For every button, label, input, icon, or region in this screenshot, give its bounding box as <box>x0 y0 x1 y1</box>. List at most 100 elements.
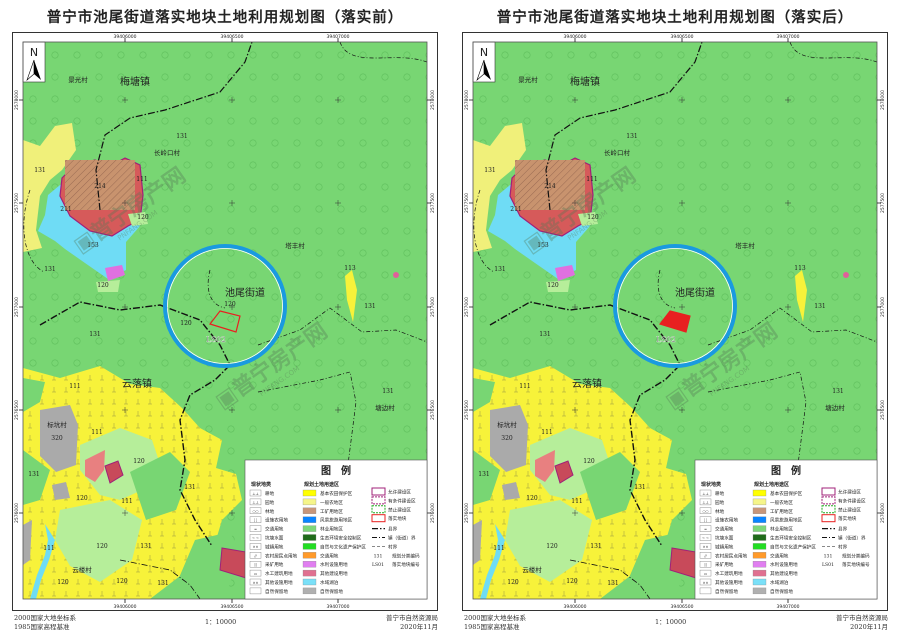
north-arrow-icon <box>34 60 41 80</box>
legend-label: 采矿用地 <box>265 561 284 568</box>
legend-label: 水利设施用地 <box>320 561 348 568</box>
legend-swatch <box>752 578 767 586</box>
x-tick-label-bottom: 39407000 <box>327 604 350 610</box>
map-label: 131 <box>539 331 550 338</box>
forest-area <box>473 450 500 505</box>
implemented-plot-LS02[interactable] <box>208 310 241 333</box>
legend-label: 交通用地 <box>770 552 789 559</box>
legend-label: 禁止建设区 <box>388 506 411 513</box>
map-label: 标坑村 <box>47 420 67 429</box>
legend-label: 村界 <box>838 543 848 550</box>
map-label: 320 <box>51 435 63 442</box>
grid-cross <box>572 510 578 516</box>
legend-label: 水利设施用地 <box>770 561 798 568</box>
natural-reserve-area <box>490 405 528 472</box>
grid-cross <box>122 200 128 206</box>
legend-symbol: ×× <box>253 581 259 585</box>
legend-symbol: ⊥⊥ <box>702 501 709 505</box>
legend-swatch <box>699 489 712 497</box>
y-tick-label-left: 2576500 <box>14 400 20 420</box>
y-tick-label-right: 2578000 <box>880 90 886 110</box>
legend-symbol: ═ <box>703 527 707 531</box>
legend-label: 水工建筑用地 <box>265 570 293 577</box>
legend-label: 交通用地 <box>265 526 284 533</box>
x-tick-label-top: 39406500 <box>671 34 694 40</box>
map-label: 120 <box>137 214 149 221</box>
map-label: 111 <box>493 545 504 552</box>
grid-cross <box>679 304 685 310</box>
implemented-plot-LS02[interactable] <box>658 310 691 333</box>
legend-zone-swatch <box>371 514 386 523</box>
village-boundary <box>339 42 427 63</box>
map-label: 113 <box>794 265 806 272</box>
y-tick-label-left: 2577000 <box>464 297 470 317</box>
map-label: 云落镇 <box>122 377 152 390</box>
map-label: 120 <box>76 495 88 502</box>
legend-swatch <box>302 489 317 497</box>
legend-symbol: ~ ~ <box>702 536 709 540</box>
map-label: 景光村 <box>518 75 538 84</box>
legend-label: 其他建设用地 <box>320 570 348 577</box>
legend-zone-swatch <box>371 496 386 505</box>
light-green-area <box>55 500 142 582</box>
legend-label: 生态环境安全控制区 <box>770 535 812 542</box>
legend-label: 基本农田保护区 <box>770 490 803 497</box>
legend-symbol: || <box>704 563 706 567</box>
legend-label: 工矿用地区 <box>320 508 343 515</box>
legend-swatch <box>699 569 712 577</box>
legend-label: 耕地 <box>715 490 725 497</box>
legend-symbol: ┆┆ <box>703 518 707 523</box>
grid-cross <box>572 200 578 206</box>
legend-label: 其他建设用地 <box>770 570 798 577</box>
general-farm-area <box>473 123 526 252</box>
legend-label: 县界 <box>388 527 398 533</box>
y-tick-label-right: 2577000 <box>430 297 436 317</box>
x-tick-label-top: 39406000 <box>114 34 137 40</box>
legend-swatch <box>302 543 317 550</box>
legend-swatch <box>302 587 317 595</box>
legend-label: 设施农用地 <box>265 517 288 524</box>
map-label: 120 <box>57 579 69 586</box>
grid-cross <box>679 97 685 103</box>
y-tick-label-left: 2577500 <box>464 193 470 213</box>
legend-swatch <box>752 569 767 577</box>
legend-label: 风景旅游用地区 <box>320 517 353 524</box>
map-label: 120 <box>547 282 559 289</box>
rural-settlement-area <box>85 450 105 482</box>
scale-before: 1：10000 <box>205 618 237 626</box>
map-label: 标坑村 <box>497 420 517 429</box>
legend-symbol: ○○ <box>702 510 708 514</box>
legend-label: 交通用地 <box>320 552 339 559</box>
legend-label: 自然保留地 <box>265 588 288 595</box>
map-label: 111 <box>586 176 597 183</box>
basic-farm-area <box>345 270 357 322</box>
legend-swatch <box>302 525 317 532</box>
legend-swatch <box>699 525 712 532</box>
legend-swatch <box>752 516 767 523</box>
legend-label: 城镇用地 <box>265 543 284 550</box>
legend-swatch <box>249 569 262 577</box>
buffer-ring-inner <box>617 248 733 364</box>
y-tick-label-right: 2577000 <box>880 297 886 317</box>
village-boundary <box>789 42 877 63</box>
map-label: 131 <box>478 471 489 478</box>
map-label: 111 <box>121 498 132 505</box>
village-boundary <box>707 307 877 346</box>
map-label: 131 <box>34 167 45 174</box>
map-label: 111 <box>43 545 54 552</box>
legend-code-sample: 131 <box>374 553 383 559</box>
legend-swatch <box>302 552 317 559</box>
x-tick-label-bottom: 39407000 <box>777 604 800 610</box>
legend-label: 一般农地区 <box>320 499 343 506</box>
legend-label: 林业用地区 <box>770 526 793 533</box>
y-tick-label-left: 2576000 <box>14 503 20 523</box>
legend-label: 自然保留地 <box>770 588 793 595</box>
y-tick-label-left: 2578000 <box>464 90 470 110</box>
x-tick-label-bottom: 39406000 <box>564 604 587 610</box>
map-panel-before: LS02 景光村 梅塘镇 131 长岭口村 131 214 211 111 120 153 131 12… <box>12 32 438 611</box>
legend-swatch <box>699 587 712 595</box>
legend-symbol: // <box>254 554 257 558</box>
legend-swatch <box>302 507 317 514</box>
grid-cross <box>122 304 128 310</box>
map-label: 111 <box>541 429 552 436</box>
